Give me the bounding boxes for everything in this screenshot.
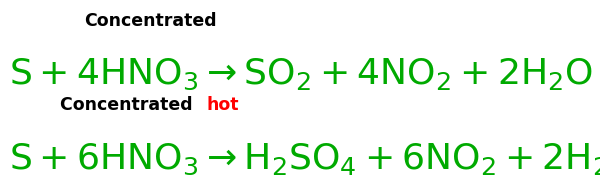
Text: $\mathsf{S + 4HNO_3 \rightarrow SO_2 + 4NO_2 + 2H_2O}$: $\mathsf{S + 4HNO_3 \rightarrow SO_2 + 4… <box>9 57 593 92</box>
Text: Concentrated: Concentrated <box>60 96 199 114</box>
Text: Concentrated: Concentrated <box>84 12 217 30</box>
Text: hot: hot <box>207 96 239 114</box>
Text: $\mathsf{S + 6HNO_3 \rightarrow H_2SO_4 + 6NO_2 + 2H_2O}$: $\mathsf{S + 6HNO_3 \rightarrow H_2SO_4 … <box>9 142 600 177</box>
